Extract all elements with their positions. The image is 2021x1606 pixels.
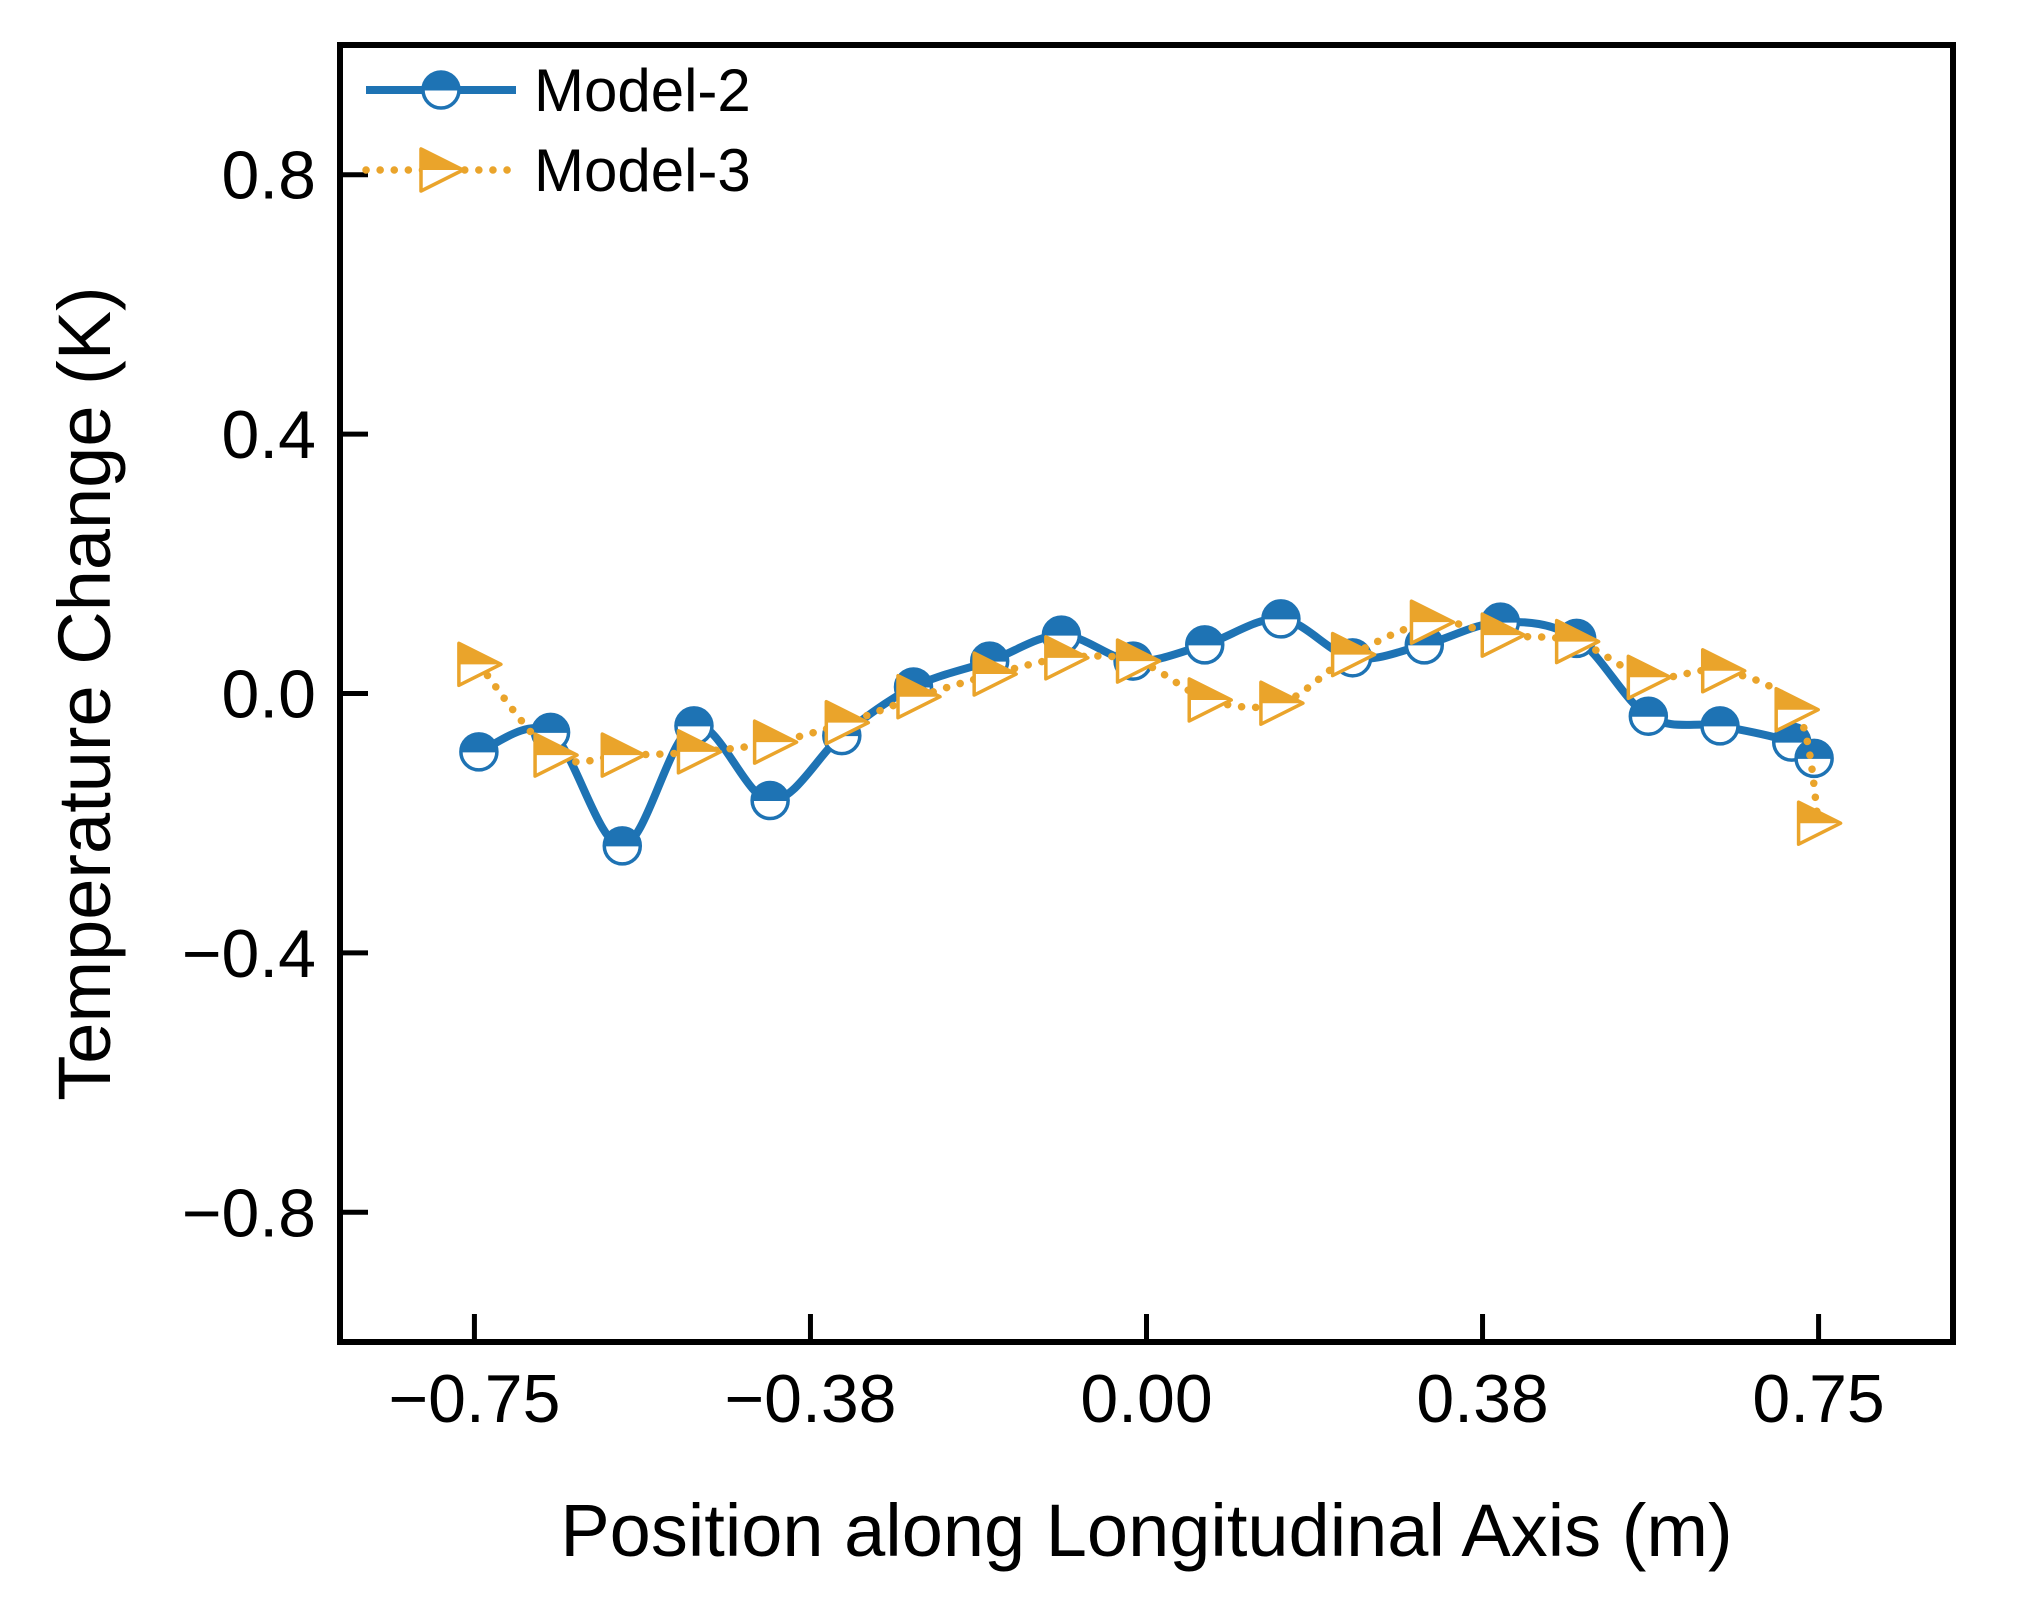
model-2-marker	[750, 780, 790, 821]
model-2-marker	[602, 826, 643, 866]
y-tick-label: 0.0	[221, 657, 316, 733]
model-3-marker	[896, 673, 942, 720]
series-model-3	[457, 599, 1843, 846]
x-axis: −0.75 −0.38 0.00 0.38 0.75	[388, 1314, 1885, 1437]
y-axis-label: Temperature Change (K)	[43, 286, 126, 1100]
model-2-marker	[1794, 738, 1834, 779]
model-3-marker	[1044, 635, 1090, 681]
model-3-marker	[1774, 686, 1820, 733]
model-3-marker	[1700, 648, 1747, 694]
model-3-marker	[1409, 599, 1456, 645]
model-3-marker	[1554, 618, 1601, 665]
legend-label: Model-3	[534, 137, 751, 204]
y-tick-label: −0.8	[182, 1175, 316, 1251]
model-3-marker	[1187, 677, 1233, 723]
model-3-marker	[1796, 800, 1843, 846]
legend-label: Model-2	[534, 57, 751, 124]
x-axis-label: Position along Longitudinal Axis (m)	[560, 1489, 1732, 1572]
model-3-marker	[972, 651, 1018, 697]
model-2-marker	[1628, 696, 1669, 736]
model-2-marker	[459, 732, 499, 772]
legend-marker-model-2	[421, 70, 461, 110]
x-tick-label: 0.75	[1752, 1361, 1884, 1437]
legend-marker-model-3	[419, 147, 465, 193]
model-3-marker	[1626, 654, 1673, 701]
model-2-marker	[1700, 706, 1740, 746]
series-model-2	[459, 599, 1834, 866]
model-3-marker	[752, 719, 799, 765]
y-tick-label: 0.4	[221, 397, 316, 473]
x-tick-label: −0.38	[724, 1361, 896, 1437]
model-2-marker	[674, 706, 714, 746]
legend: Model-2 Model-3	[362, 57, 751, 204]
model-2-marker	[1261, 599, 1301, 639]
model-3-marker	[1115, 638, 1162, 684]
model-3-marker	[457, 641, 503, 688]
legend-item-model-3: Model-3	[362, 137, 751, 204]
y-axis: 0.8 0.4 0.0 −0.4 −0.8	[182, 138, 368, 1251]
x-tick-label: 0.00	[1080, 1361, 1212, 1437]
legend-item-model-2: Model-2	[366, 57, 751, 124]
model-3-marker	[1480, 612, 1527, 658]
x-tick-label: −0.75	[388, 1361, 560, 1437]
x-tick-label: 0.38	[1416, 1361, 1548, 1437]
model-3-marker	[676, 729, 723, 775]
model-3-marker	[1259, 680, 1305, 726]
y-tick-label: 0.8	[221, 138, 316, 214]
model-3-marker	[1330, 631, 1377, 678]
y-tick-label: −0.4	[182, 916, 316, 992]
model-2-marker	[1184, 625, 1225, 665]
model-3-marker	[600, 732, 647, 778]
model-3-marker	[533, 732, 579, 778]
model-3-marker	[824, 699, 871, 746]
